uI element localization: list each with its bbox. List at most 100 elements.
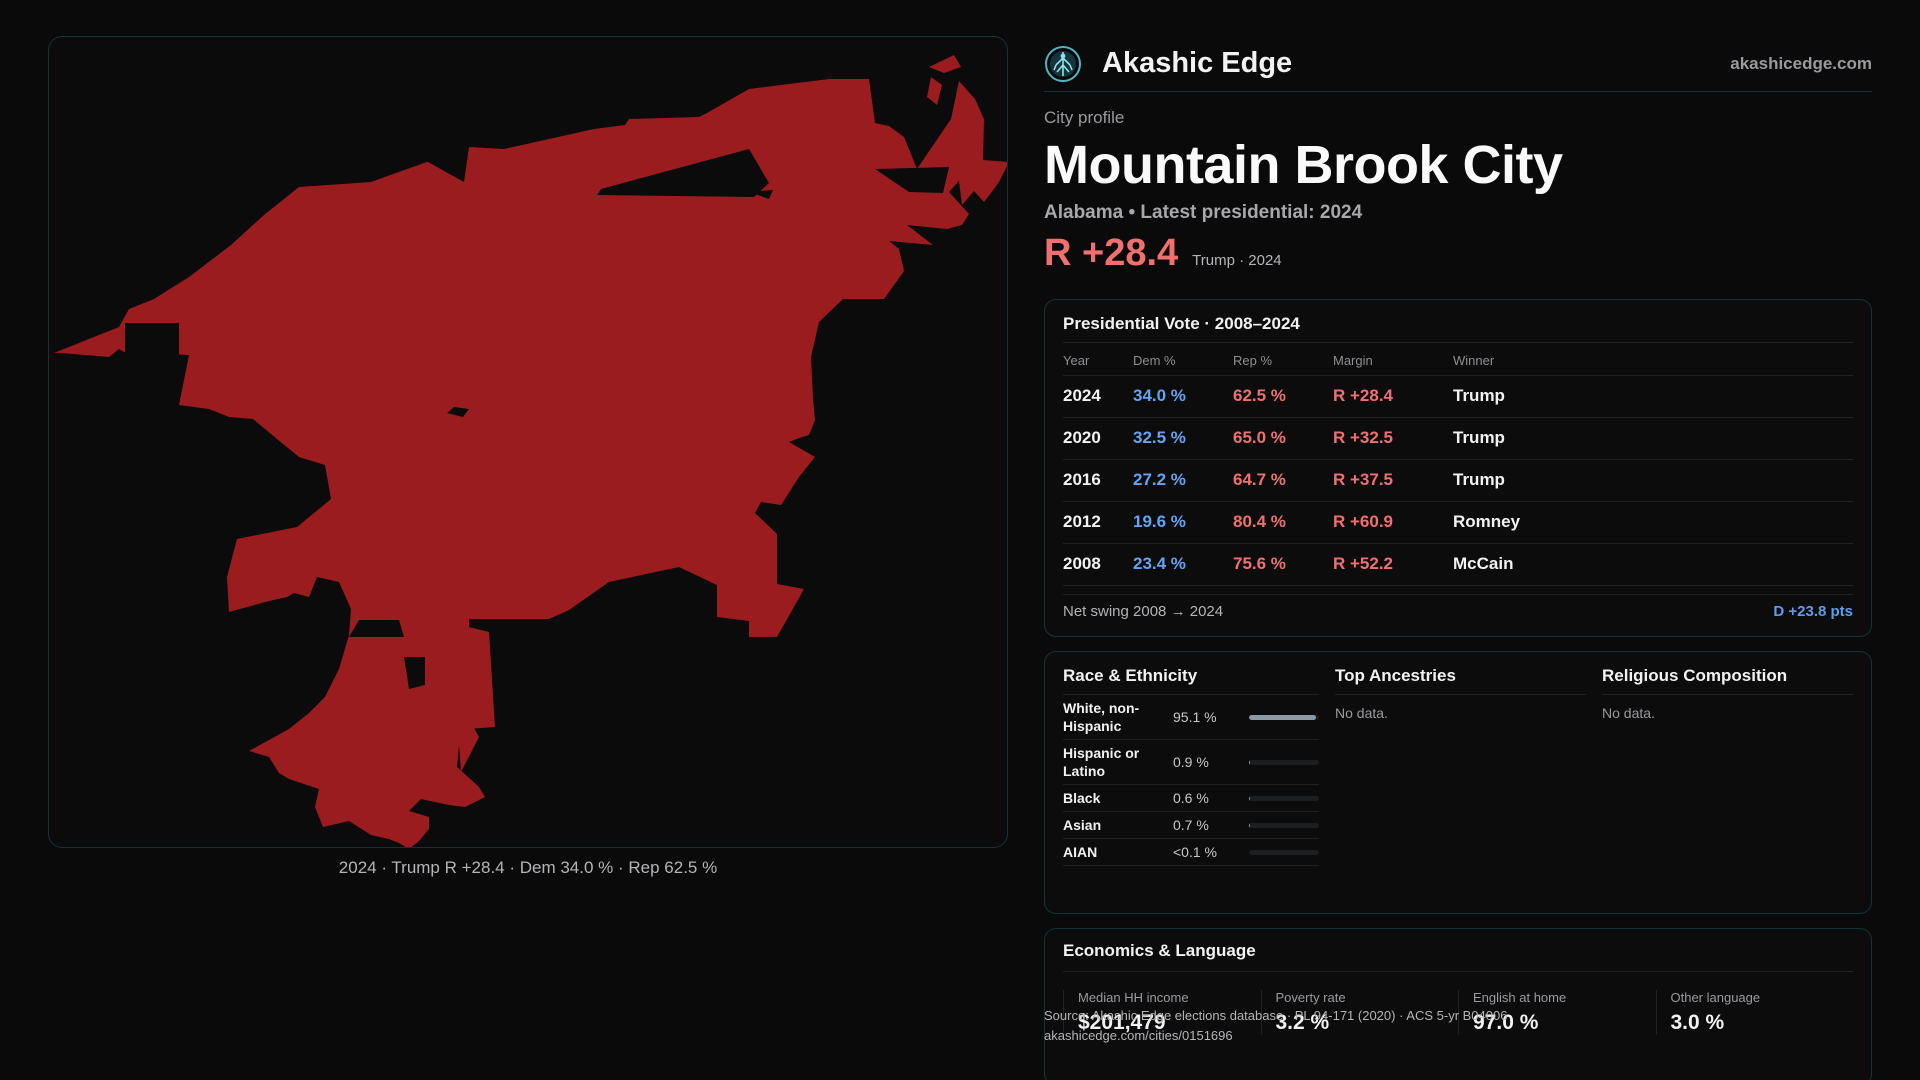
col-winner: Winner (1453, 347, 1853, 376)
map-caption: 2024 · Trump R +28.4 · Dem 34.0 % · Rep … (338, 858, 718, 877)
row-margin: R +60.9 (1333, 501, 1453, 544)
row-rep: 62.5 % (1233, 375, 1333, 418)
list-item: Asian 0.7 % (1063, 812, 1319, 839)
city-map[interactable] (48, 36, 1008, 848)
row-margin: R +32.5 (1333, 417, 1453, 460)
col-margin: Margin (1333, 347, 1453, 376)
table-row: 2020 32.5 % 65.0 % R +32.5 Trump (1063, 417, 1853, 460)
econ-value: $201,479 (1078, 1011, 1166, 1034)
economics-card: Economics & Language Median HH income $2… (1044, 928, 1872, 1080)
econ-median-income: Median HH income $201,479 (1063, 990, 1261, 1035)
ancestries-title: Top Ancestries (1335, 666, 1586, 695)
city-boundary-shape (54, 55, 1007, 847)
ancestries-section: Top Ancestries No data. (1335, 666, 1586, 913)
vote-table-header: Year Dem % Rep % Margin Winner (1063, 347, 1853, 376)
row-rep: 80.4 % (1233, 501, 1333, 544)
economics-title: Economics & Language (1063, 941, 1853, 972)
race-pct: 0.6 % (1173, 790, 1209, 806)
latest-margin: R +28.4 Trump · 2024 (1044, 232, 1872, 275)
col-rep: Rep % (1233, 347, 1333, 376)
net-swing-value: D +23.8 pts (1773, 602, 1853, 620)
race-share-bar (1249, 822, 1319, 828)
row-year: 2016 (1063, 459, 1133, 502)
col-dem: Dem % (1133, 347, 1233, 376)
econ-other-language: Other language 3.0 % (1655, 990, 1854, 1035)
race-label: White, non-Hispanic (1063, 700, 1140, 734)
row-year: 2012 (1063, 501, 1133, 544)
vote-card-title: Presidential Vote · 2008–2024 (1063, 314, 1853, 343)
city-boundary-map (54, 55, 1007, 847)
row-dem: 19.6 % (1133, 501, 1233, 544)
row-winner: Romney (1453, 501, 1853, 544)
table-row: 2008 23.4 % 75.6 % R +52.2 McCain (1063, 543, 1853, 586)
race-pct: 0.7 % (1173, 817, 1209, 833)
row-winner: Trump (1453, 459, 1853, 502)
table-row: 2012 19.6 % 80.4 % R +60.9 Romney (1063, 501, 1853, 544)
row-rep: 64.7 % (1233, 459, 1333, 502)
econ-label: English at home (1473, 990, 1567, 1005)
race-label: AIAN (1063, 844, 1098, 860)
race-pct: <0.1 % (1173, 844, 1217, 860)
vote-table: Year Dem % Rep % Margin Winner 2024 34.0… (1063, 347, 1853, 586)
page-eyebrow: City profile (1044, 108, 1125, 127)
list-item: Hispanic or Latino 0.9 % (1063, 740, 1319, 785)
econ-value: 97.0 % (1473, 1011, 1539, 1034)
list-item: AIAN <0.1 % (1063, 839, 1319, 866)
religion-empty: No data. (1602, 705, 1655, 721)
demographics-card: Race & Ethnicity White, non-Hispanic 95.1… (1044, 651, 1872, 914)
brand-url-link[interactable]: akashicedge.com (1730, 53, 1872, 73)
table-row: 2024 34.0 % 62.5 % R +28.4 Trump (1063, 375, 1853, 418)
econ-value: 3.2 % (1275, 1011, 1330, 1034)
net-swing-row: Net swing 2008 → 2024 D +23.8 pts (1063, 593, 1853, 628)
religion-title: Religious Composition (1602, 666, 1853, 695)
margin-value: R +28.4 (1044, 232, 1179, 274)
race-ethnicity-section: Race & Ethnicity White, non-Hispanic 95.1… (1063, 666, 1319, 913)
race-label: Hispanic or Latino (1063, 745, 1140, 779)
econ-poverty-rate: Poverty rate 3.2 % (1260, 990, 1459, 1035)
row-dem: 32.5 % (1133, 417, 1233, 460)
economics-grid: Median HH income $201,479 Poverty rate 3… (1063, 990, 1853, 1035)
row-dem: 34.0 % (1133, 375, 1233, 418)
col-year: Year (1063, 347, 1133, 376)
margin-note: Trump · 2024 (1192, 252, 1282, 269)
race-share-bar (1249, 849, 1319, 855)
row-year: 2008 (1063, 543, 1133, 586)
race-share-bar (1249, 759, 1319, 765)
page-subtitle: Alabama • Latest presidential: 2024 (1044, 202, 1363, 223)
source-url-link[interactable]: akashicedge.com/cities/0151696 (1044, 1028, 1233, 1043)
econ-label: Poverty rate (1275, 990, 1346, 1005)
row-rep: 65.0 % (1233, 417, 1333, 460)
race-share-bar (1249, 795, 1319, 801)
race-label: Black (1063, 790, 1101, 806)
row-margin: R +37.5 (1333, 459, 1453, 502)
row-dem: 27.2 % (1133, 459, 1233, 502)
tree-of-life-icon (1045, 45, 1081, 82)
presidential-vote-card: Presidential Vote · 2008–2024 Year Dem %… (1044, 299, 1872, 637)
religion-section: Religious Composition No data. (1602, 666, 1853, 913)
row-year: 2024 (1063, 375, 1133, 418)
row-winner: Trump (1453, 417, 1853, 460)
econ-value: 3.0 % (1670, 1011, 1725, 1034)
race-title: Race & Ethnicity (1063, 666, 1319, 695)
econ-label: Other language (1670, 990, 1761, 1005)
ancestries-empty: No data. (1335, 705, 1388, 721)
brand[interactable]: Akashic Edge (1044, 45, 1292, 83)
row-winner: McCain (1453, 543, 1853, 586)
row-year: 2020 (1063, 417, 1133, 460)
econ-english-home: English at home 97.0 % (1458, 990, 1656, 1035)
source-text: Source: Akashic Edge elections database … (1044, 1008, 1508, 1023)
page-title: Mountain Brook City (1044, 135, 1563, 195)
row-rep: 75.6 % (1233, 543, 1333, 586)
profile-panel: Akashic Edge akashicedge.com City profil… (1044, 36, 1872, 1080)
list-item: White, non-Hispanic 95.1 % (1063, 695, 1319, 740)
race-list: White, non-Hispanic 95.1 % Hispanic or Lat… (1063, 695, 1319, 866)
list-item: Black 0.6 % (1063, 785, 1319, 812)
race-share-fill (1249, 714, 1316, 720)
net-swing-label: Net swing 2008 → 2024 (1063, 602, 1224, 620)
brand-header: Akashic Edge akashicedge.com (1044, 36, 1872, 92)
race-pct: 95.1 % (1173, 709, 1217, 725)
row-margin: R +28.4 (1333, 375, 1453, 418)
race-label: Asian (1063, 817, 1102, 833)
source-note: Source: Akashic Edge elections database … (1044, 1006, 1507, 1046)
race-share-bar (1249, 714, 1319, 720)
